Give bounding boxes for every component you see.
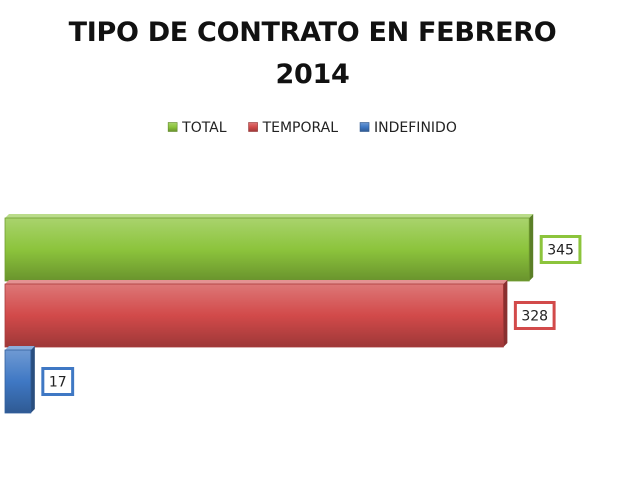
bar-total [4,217,530,282]
legend-marker-temporal [248,122,258,132]
bar-temporal [4,283,504,348]
data-label-temporal: 328 [513,301,556,330]
data-label-total: 345 [539,235,582,264]
legend-item-temporal: TEMPORAL [248,120,339,136]
bars: 345 328 17 [4,214,582,414]
bar-side-total [529,214,534,281]
data-label-text-total: 345 [547,243,574,259]
bar-side-temporal [503,280,508,347]
bar-top-indefinido [5,346,35,350]
chart-title-line-1: TIPO DE CONTRATO EN FEBRERO [68,17,557,48]
bar-top-total [5,214,534,218]
legend-label-indefinido: INDEFINIDO [374,120,457,136]
legend-marker-indefinido [359,122,370,132]
bar-indefinido [4,349,32,414]
legend-marker-total [167,122,178,132]
data-label-box-total [539,235,582,264]
chart-title-line-2: 2014 [275,59,350,90]
data-label-indefinido: 17 [41,367,75,396]
chart-title: TIPO DE CONTRATO EN FEBRERO 2014 [0,12,625,96]
data-label-box-temporal [513,301,556,330]
legend: TOTAL TEMPORAL INDEFINIDO [167,120,457,136]
data-label-box-indefinido [41,367,75,396]
legend-item-indefinido: INDEFINIDO [359,120,457,136]
legend-item-total: TOTAL [167,120,227,136]
bar-top-temporal [5,280,508,284]
bar-side-indefinido [30,346,35,413]
legend-label-temporal: TEMPORAL [262,120,339,136]
legend-label-total: TOTAL [181,120,227,136]
data-label-text-indefinido: 17 [49,375,67,391]
data-label-text-temporal: 328 [521,309,548,325]
